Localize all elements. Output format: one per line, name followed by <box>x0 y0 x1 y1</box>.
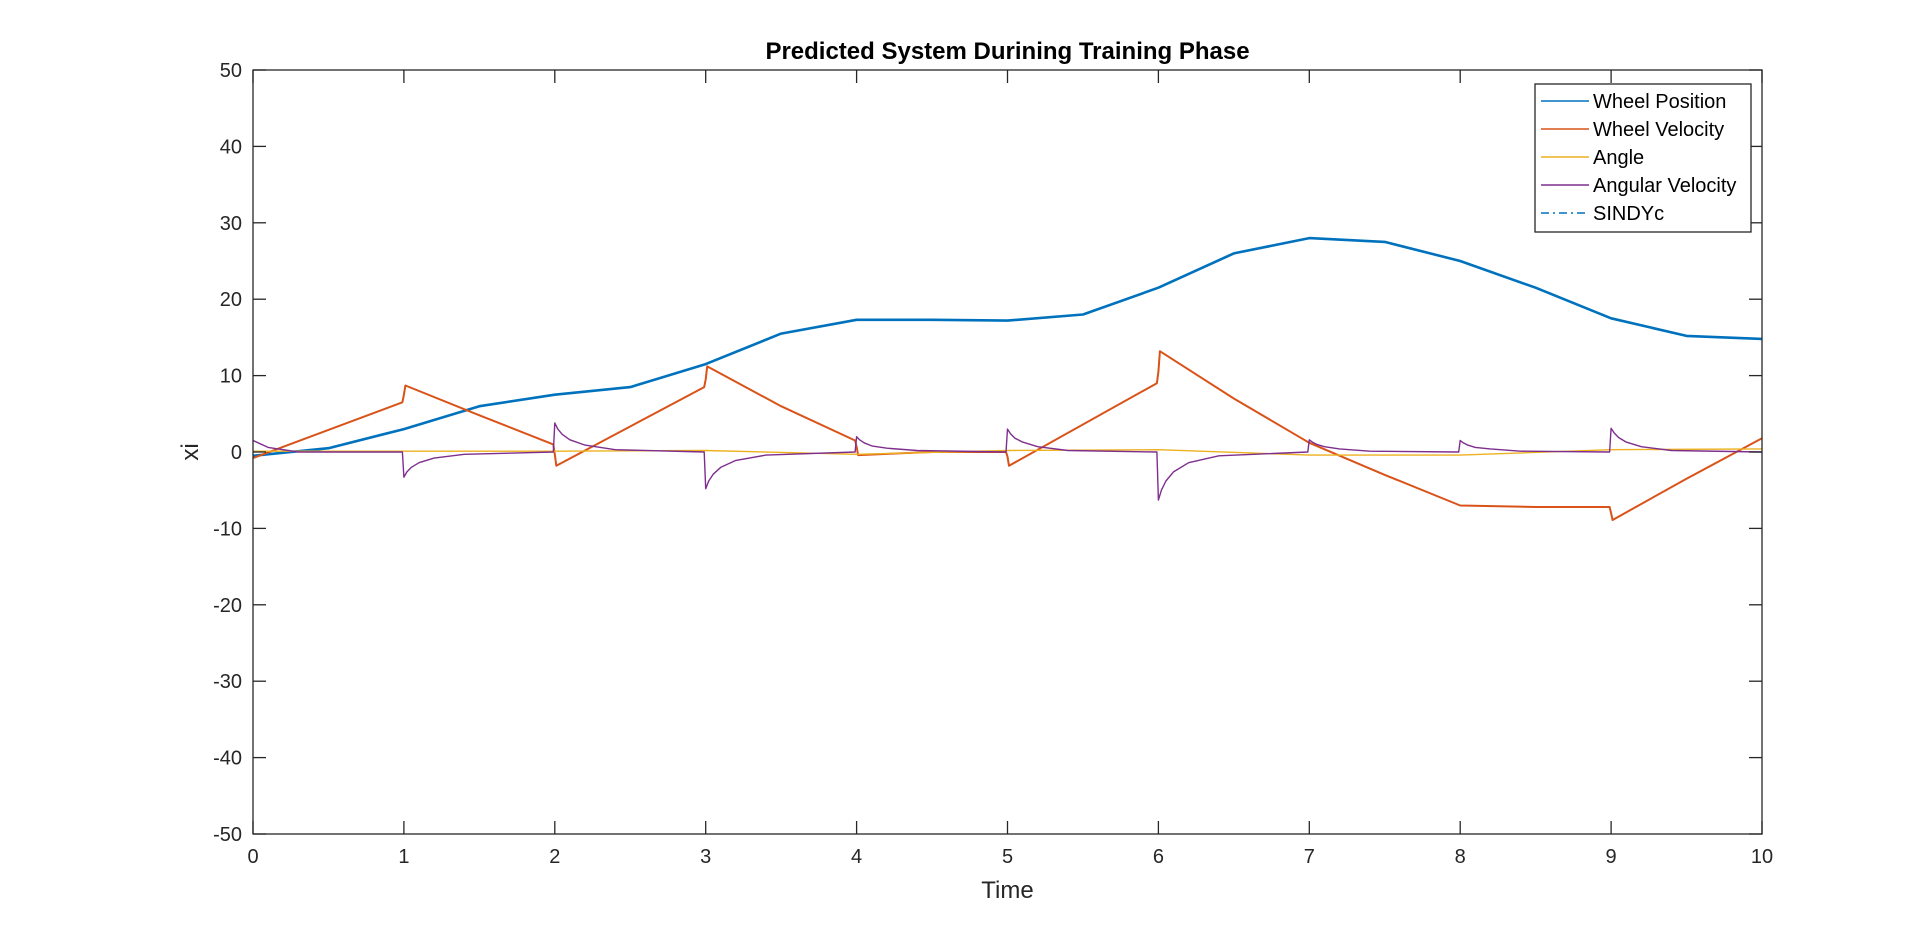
legend-entry-label: Wheel Velocity <box>1593 119 1724 141</box>
plot-area <box>253 70 1762 834</box>
x-axis-label: Time <box>981 877 1033 904</box>
y-tick-label: 0 <box>231 442 242 464</box>
y-tick-label: 50 <box>220 60 242 82</box>
x-tick-label: 8 <box>1455 846 1466 868</box>
legend-entry-label: Angular Velocity <box>1593 175 1736 197</box>
y-tick-label: -30 <box>213 671 242 693</box>
series-layer <box>253 236 1762 521</box>
legend: Wheel Position Wheel Velocity Angle Angular… <box>1534 83 1752 233</box>
series-line-wheel-position <box>253 236 1762 458</box>
y-tick-label: -10 <box>213 518 242 540</box>
x-tick-label: 6 <box>1153 846 1164 868</box>
legend-entry-label: Wheel Position <box>1593 91 1726 113</box>
series-line-angular-velocity <box>253 422 1762 501</box>
y-tick-label: 20 <box>220 289 242 311</box>
y-tick-label: 30 <box>220 213 242 235</box>
x-tick-label: 2 <box>549 846 560 868</box>
x-tick-label: 0 <box>247 846 258 868</box>
y-tick-label: 40 <box>220 136 242 158</box>
legend-entry-label: SINDYc <box>1593 203 1664 225</box>
x-tick-label: 7 <box>1304 846 1315 868</box>
legend-box <box>1534 83 1752 233</box>
x-tick-label: 9 <box>1606 846 1617 868</box>
ticks-layer: 0 1 2 3 4 5 6 7 8 9 10 -50 -40 -30 -20 -10 0 10 20 30 40 50 <box>213 60 1773 868</box>
legend-entry-label: Angle <box>1593 147 1644 169</box>
y-axis-label: xi <box>177 443 204 460</box>
x-tick-label: 4 <box>851 846 862 868</box>
y-tick-label: -20 <box>213 595 242 617</box>
y-tick-label: 10 <box>220 366 242 388</box>
series-line-angle <box>253 448 1762 456</box>
x-tick-label: 3 <box>700 846 711 868</box>
chart-title: Predicted System Durining Training Phase <box>765 38 1249 65</box>
x-tick-label: 10 <box>1751 846 1773 868</box>
y-tick-label: -50 <box>213 824 242 846</box>
x-tick-label: 1 <box>398 846 409 868</box>
y-tick-label: -40 <box>213 748 242 770</box>
x-tick-label: 5 <box>1002 846 1013 868</box>
